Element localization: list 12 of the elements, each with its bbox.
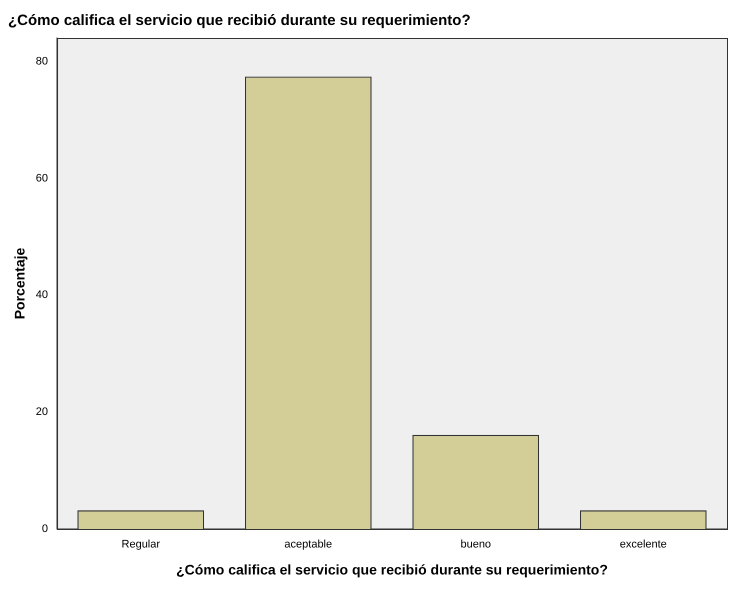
- y-tick-label: 20: [36, 406, 48, 418]
- x-tick-label: Regular: [122, 538, 160, 551]
- y-axis-title: Porcentaje: [11, 247, 28, 320]
- x-tick-label: excelente: [620, 538, 667, 551]
- chart-title: ¿Cómo califica el servicio que recibió durante su requerimiento?: [8, 12, 471, 30]
- x-axis-title: ¿Cómo califica el servicio que recibió durante su requerimiento?: [176, 561, 608, 578]
- x-tick-label: bueno: [460, 538, 492, 551]
- x-tick-label: aceptable: [284, 538, 332, 551]
- y-tick-label: 40: [36, 289, 48, 302]
- y-tick-label: 80: [36, 55, 48, 68]
- y-tick-label: 60: [36, 172, 48, 184]
- y-tick-label: 0: [42, 523, 48, 536]
